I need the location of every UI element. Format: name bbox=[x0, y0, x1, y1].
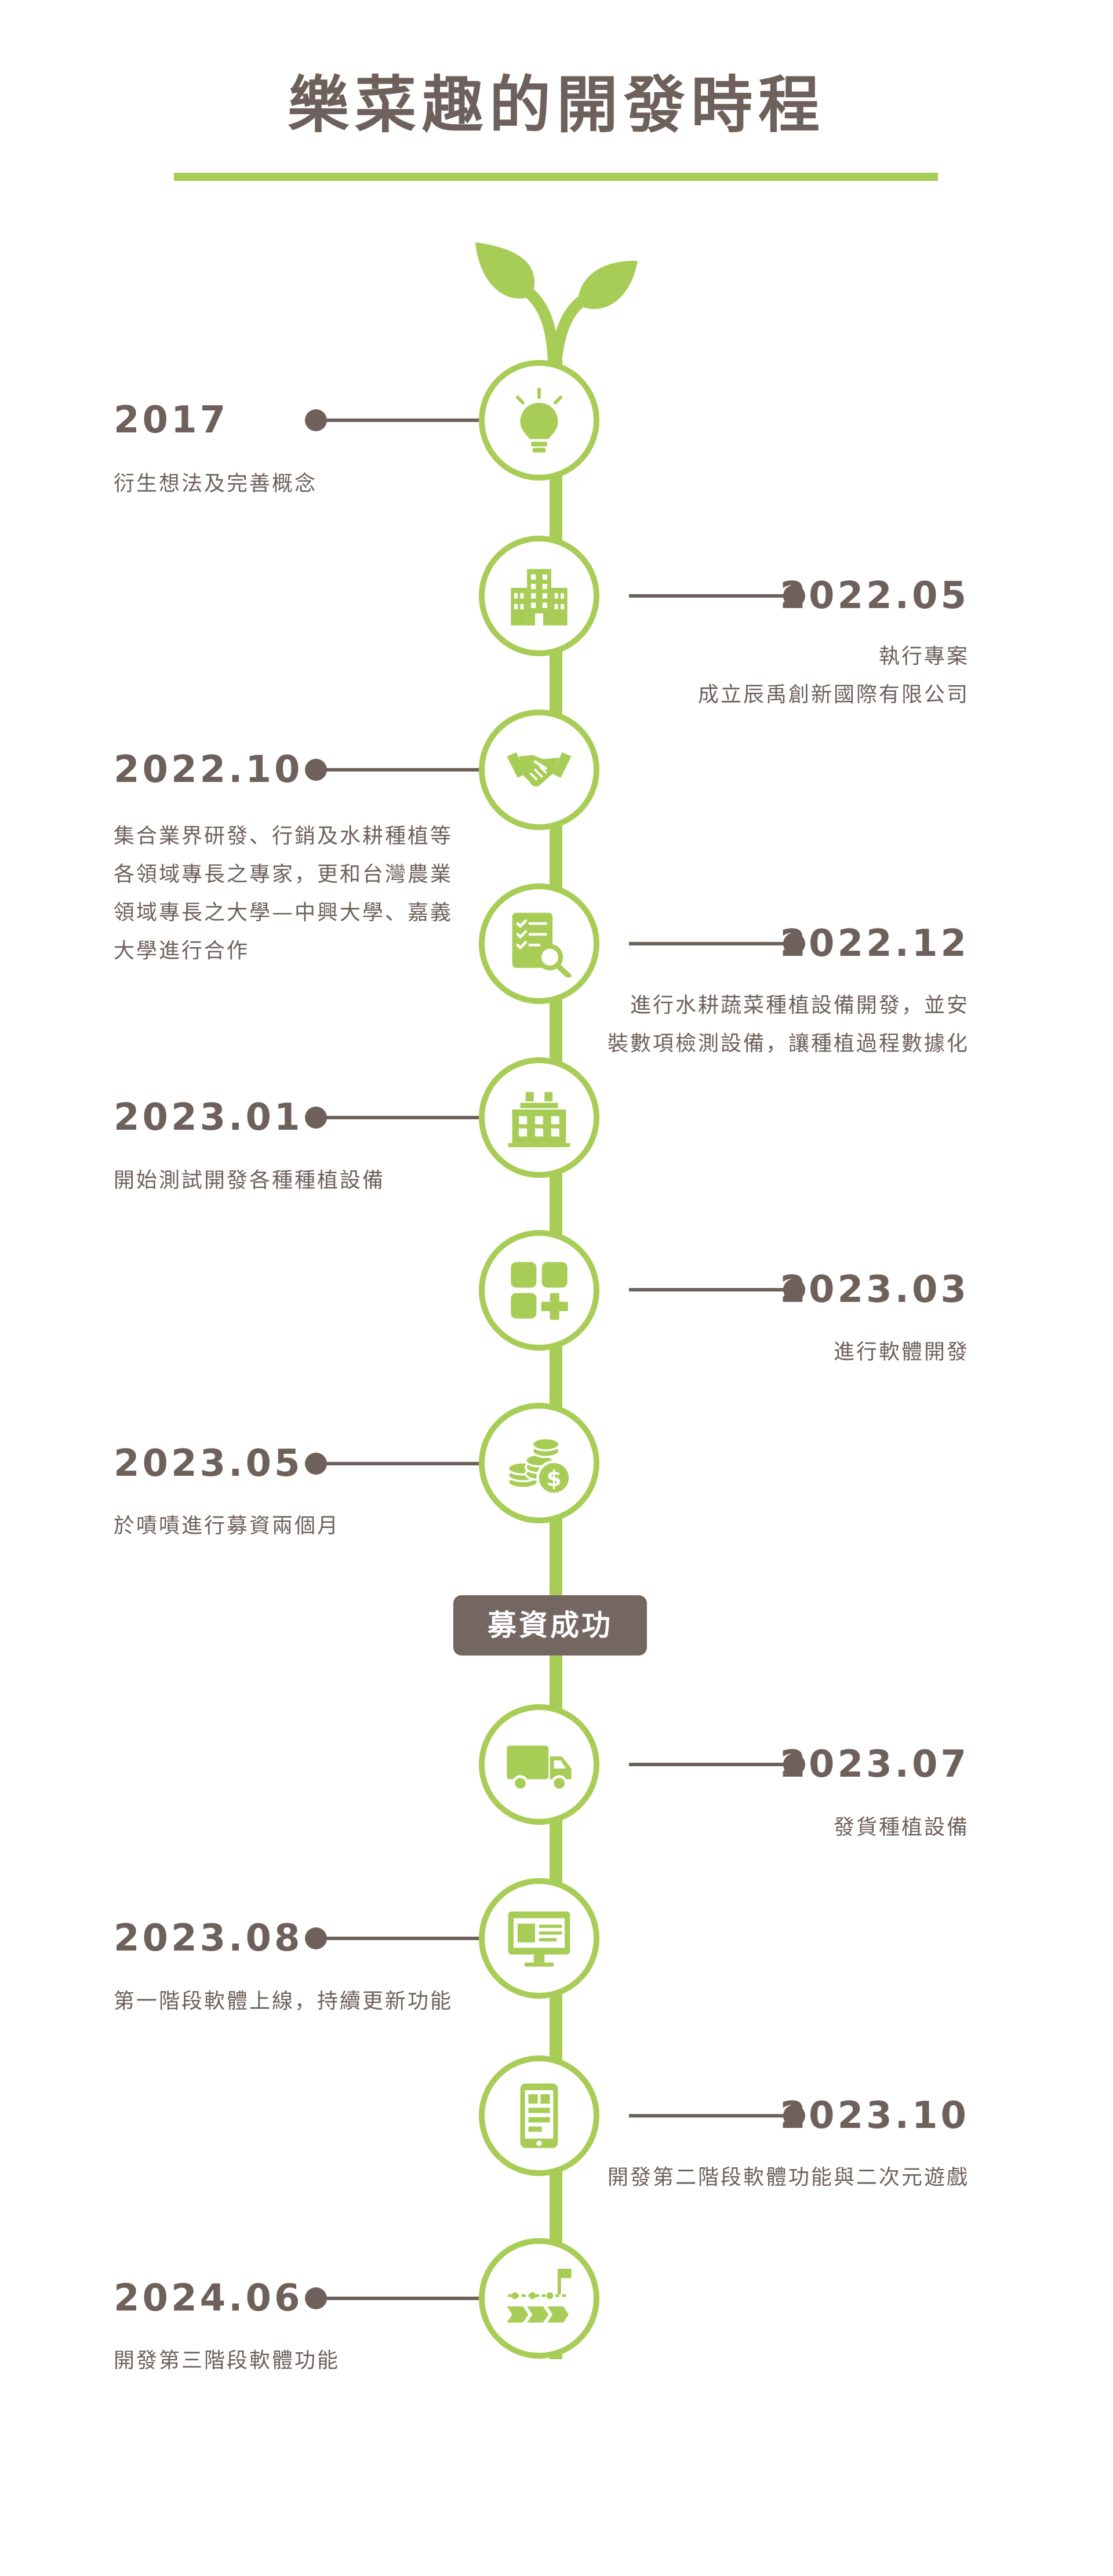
timeline-node bbox=[479, 1057, 599, 1178]
connector-line bbox=[629, 1288, 794, 1291]
timeline-dot bbox=[305, 1927, 327, 1949]
event-description: 發貨種植設備 bbox=[833, 1815, 969, 1839]
connector-line bbox=[316, 2297, 484, 2300]
timeline-node bbox=[479, 360, 599, 481]
connector-line bbox=[316, 1462, 484, 1465]
event-date: 2023.08 bbox=[114, 1917, 303, 1960]
coins-icon: $ bbox=[507, 1437, 572, 1496]
timeline-node bbox=[479, 883, 599, 1004]
connector-line bbox=[629, 2114, 794, 2117]
title-underline bbox=[174, 173, 938, 181]
event-description: 進行水耕蔬菜種植設備開發，並安 裝數項檢測設備，讓種植過程數據化 bbox=[607, 994, 969, 1056]
timeline-node: $ bbox=[479, 1403, 599, 1523]
event-description: 衍生想法及完善概念 bbox=[114, 472, 318, 496]
roadmap-flag-icon bbox=[507, 2268, 572, 2323]
timeline-node bbox=[479, 2055, 599, 2176]
event-date: 2023.03 bbox=[780, 1268, 969, 1311]
timeline-dot bbox=[305, 1453, 327, 1475]
event-description: 進行軟體開發 bbox=[833, 1340, 969, 1364]
timeline-dot bbox=[305, 2287, 327, 2309]
mobile-app-icon bbox=[520, 2083, 558, 2148]
timeline-node bbox=[479, 710, 599, 830]
apps-add-icon bbox=[511, 1262, 568, 1320]
event-description: 開發第二階段軟體功能與二次元遊戲 bbox=[607, 2166, 969, 2189]
checklist-search-icon bbox=[512, 912, 572, 977]
lightbulb-icon bbox=[515, 387, 563, 453]
event-description: 開始測試開發各種種植設備 bbox=[114, 1169, 385, 1192]
event-date: 2023.10 bbox=[780, 2094, 969, 2137]
monitor-icon bbox=[508, 1911, 570, 1967]
building-icon bbox=[511, 569, 568, 626]
connector-line bbox=[316, 419, 484, 422]
timeline-dot bbox=[305, 1107, 327, 1129]
event-description: 執行專案 成立辰禹創新國際有限公司 bbox=[697, 645, 969, 707]
event-date: 2024.06 bbox=[114, 2277, 303, 2320]
timeline-node bbox=[479, 536, 599, 656]
event-description: 第一階段軟體上線，持續更新功能 bbox=[114, 1989, 453, 2013]
timeline-dot bbox=[783, 933, 805, 955]
connector-line bbox=[316, 1116, 484, 1119]
timeline-spine bbox=[550, 359, 562, 2359]
event-date: 2023.07 bbox=[780, 1743, 969, 1786]
timeline-node bbox=[479, 1230, 599, 1351]
timeline-dot bbox=[305, 409, 327, 431]
timeline-dot bbox=[305, 759, 327, 781]
event-description: 開發第三階段軟體功能 bbox=[114, 2349, 340, 2373]
timeline-dot bbox=[783, 1279, 805, 1301]
timeline-dot bbox=[783, 1753, 805, 1775]
connector-line bbox=[629, 594, 794, 598]
connector-line bbox=[316, 768, 484, 772]
connector-line bbox=[316, 1937, 484, 1940]
event-description: 於嘖嘖進行募資兩個月 bbox=[114, 1514, 340, 1538]
timeline-node bbox=[479, 2238, 599, 2359]
milestone-badge: 募資成功 bbox=[453, 1595, 647, 1656]
connector-line bbox=[629, 942, 794, 945]
event-date: 2022.10 bbox=[114, 748, 303, 791]
svg-text:$: $ bbox=[547, 1466, 562, 1491]
handshake-icon bbox=[507, 752, 572, 787]
event-date: 2023.05 bbox=[114, 1442, 303, 1485]
event-date: 2022.05 bbox=[780, 574, 969, 617]
page-title: 樂菜趣的開發時程 bbox=[288, 70, 825, 141]
timeline-dot bbox=[783, 585, 805, 607]
event-date: 2022.12 bbox=[780, 922, 969, 965]
timeline-dot bbox=[783, 2105, 805, 2127]
factory-icon bbox=[508, 1091, 570, 1148]
event-date: 2023.01 bbox=[114, 1096, 303, 1139]
event-description: 集合業界研發、行銷及水耕種植等 各領域專長之專家，更和台灣農業 領域專長之大學—… bbox=[114, 824, 453, 963]
truck-icon bbox=[507, 1745, 572, 1792]
timeline-node bbox=[479, 1704, 599, 1825]
event-date: 2017 bbox=[114, 399, 229, 442]
connector-line bbox=[629, 1763, 794, 1766]
timeline-node bbox=[479, 1878, 599, 1999]
